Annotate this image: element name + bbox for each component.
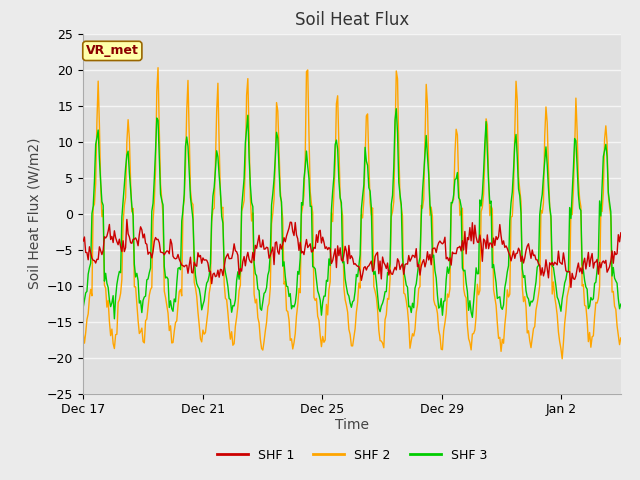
Y-axis label: Soil Heat Flux (W/m2): Soil Heat Flux (W/m2) [28,138,42,289]
SHF 3 [122,165,129,170]
SHF 2 [154,65,162,71]
SHF 3 [496,294,504,300]
SHF 3 [111,316,118,322]
SHF 3 [455,195,463,201]
SHF 1 [575,260,582,266]
SHF 2 [617,335,625,341]
SHF 3 [79,304,87,310]
SHF 1 [120,249,128,254]
Text: VR_met: VR_met [86,44,139,58]
SHF 3 [507,200,515,205]
SHF 1 [495,234,502,240]
SHF 1 [79,238,87,244]
SHF 2 [558,356,566,362]
SHF 2 [506,291,514,297]
SHF 1 [454,245,461,251]
X-axis label: Time: Time [335,418,369,432]
SHF 2 [575,177,582,183]
Line: SHF 1: SHF 1 [83,219,621,288]
SHF 3 [392,106,400,111]
Title: Soil Heat Flux: Soil Heat Flux [295,11,409,29]
SHF 2 [120,203,128,208]
Legend: SHF 1, SHF 2, SHF 3: SHF 1, SHF 2, SHF 3 [212,444,492,467]
SHF 2 [454,132,461,138]
SHF 1 [392,267,400,273]
Line: SHF 2: SHF 2 [83,68,621,359]
SHF 1 [506,252,514,258]
SHF 2 [392,68,400,74]
SHF 1 [123,216,131,222]
SHF 1 [567,285,575,290]
Line: SHF 3: SHF 3 [83,108,621,319]
SHF 3 [617,301,625,307]
SHF 2 [79,331,87,336]
SHF 1 [617,230,625,236]
SHF 3 [575,192,582,198]
SHF 2 [495,336,502,341]
SHF 3 [394,130,401,136]
